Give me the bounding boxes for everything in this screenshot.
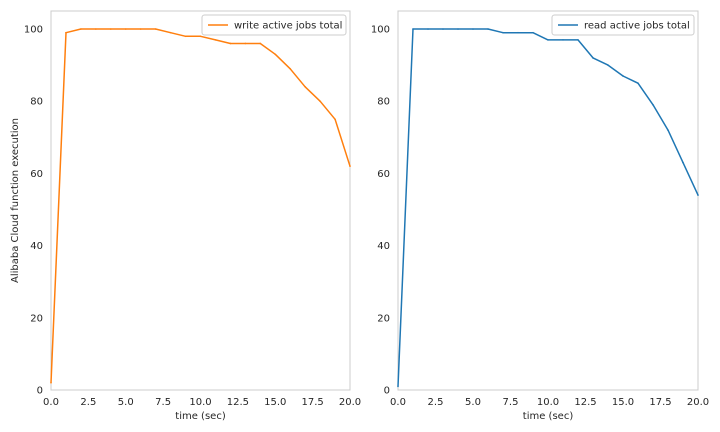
data-point [517,31,519,34]
data-point [682,161,684,164]
data-point [110,28,112,30]
x-tick-label: 2.5 [428,397,444,408]
x-tick-label: 12.5 [227,397,249,408]
data-point [397,385,399,388]
legend-label: read active jobs total [584,21,690,32]
data-point [607,64,609,66]
data-point [199,35,202,38]
data-point [412,28,414,30]
data-point [319,100,321,103]
x-tick-label: 7.5 [155,397,171,408]
plot-area [50,10,351,391]
data-point [244,42,247,45]
data-point [457,28,459,30]
y-tick-label: 40 [30,241,43,252]
data-point [577,39,579,41]
x-tick-label: 7.5 [503,397,519,408]
data-point [304,86,306,88]
x-tick-label: 17.5 [649,397,671,408]
data-point [229,42,232,45]
plot-area [397,10,699,391]
y-tick-label: 0 [37,386,43,397]
data-point [139,28,142,30]
x-tick-label: 0.0 [390,397,406,408]
legend: write active jobs total [201,14,347,36]
x-axis-label: time (sec) [175,411,226,422]
x-tick-label: 20.0 [339,397,361,408]
data-point [472,28,474,30]
data-point [289,67,292,70]
data-point [637,82,639,84]
legend-box [551,14,695,36]
x-tick-label: 0.0 [43,397,59,408]
x-tick-label: 10.0 [189,397,211,408]
x-tick-label: 20.0 [687,397,709,408]
data-point [667,129,669,131]
data-point [622,75,624,77]
data-point [532,31,534,34]
y-tick-label: 20 [30,313,43,324]
right-chart: 0.0 2.5 5.0 7.5 10.0 12.5 15.0 17.5 20.0 0 20 40 60 8… [371,10,709,422]
data-point [65,31,67,34]
y-tick-label: 40 [377,241,390,252]
x-axis-label: time (sec) [523,411,574,422]
data-point [274,53,277,56]
data-point [349,165,351,168]
y-tick-label: 20 [377,313,390,324]
y-tick-label: 100 [24,25,43,36]
data-point [124,28,127,30]
data-point [442,28,444,30]
data-point [184,35,187,38]
x-tick-label: 15.0 [612,397,634,408]
x-tick-label: 15.0 [264,397,286,408]
data-point [427,28,429,30]
data-point [487,28,489,30]
data-point [80,28,82,30]
data-point [169,31,172,34]
data-point [95,28,97,30]
data-point [562,39,564,41]
y-tick-label: 60 [30,169,43,180]
y-tick-label: 0 [384,386,390,397]
legend-label: write active jobs total [234,21,342,32]
x-tick-label: 5.0 [465,397,481,408]
x-tick-label: 17.5 [301,397,323,408]
data-point [697,194,699,196]
y-tick-label: 80 [30,97,43,108]
data-point [547,39,549,41]
data-point [50,381,52,384]
y-tick-label: 60 [377,169,390,180]
x-tick-label: 10.0 [537,397,559,408]
x-tick-label: 5.0 [118,397,134,408]
legend: read active jobs total [551,14,695,36]
data-point [502,31,504,34]
y-tick-label: 80 [377,97,390,108]
data-point [652,104,654,106]
left-chart: 0.0 2.5 5.0 7.5 10.0 12.5 15.0 17.5 20.0 0 20 40 60 8… [10,10,361,422]
data-point [592,57,594,59]
x-tick-label: 2.5 [80,397,96,408]
data-point [259,42,262,45]
x-tick-label: 12.5 [574,397,596,408]
data-point [214,39,217,41]
legend-box [201,14,347,36]
data-point [154,28,157,30]
y-tick-label: 100 [371,25,390,36]
y-axis-label: Alibaba Cloud function execution [10,118,21,283]
data-point [334,118,336,121]
